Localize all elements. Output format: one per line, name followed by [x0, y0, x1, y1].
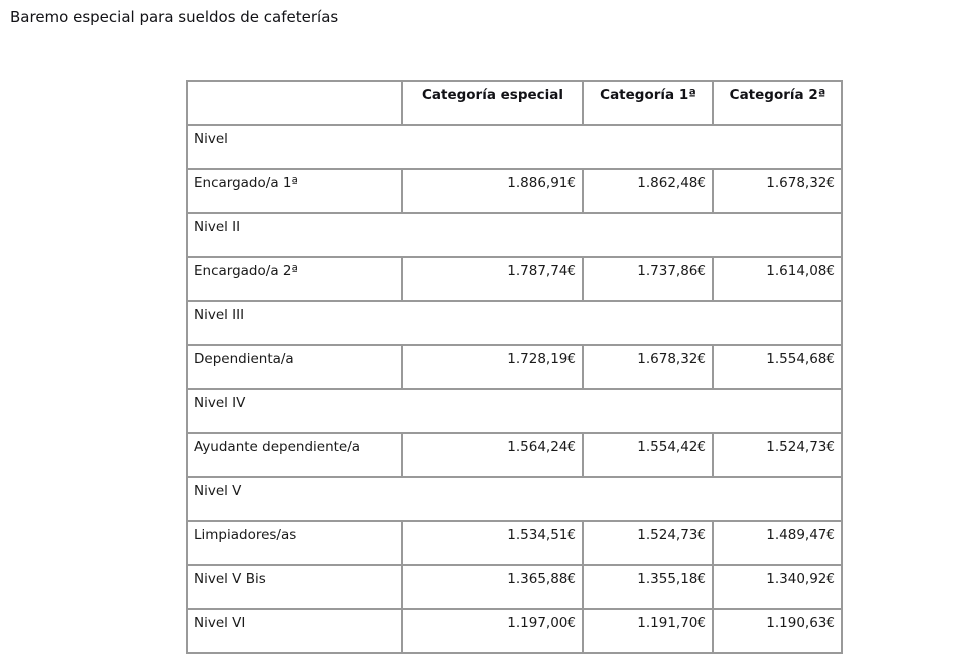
salary-value: 1.787,74€ — [401, 256, 584, 302]
section-label: Nivel V — [186, 476, 843, 522]
row-label: Ayudante dependiente/a — [186, 432, 403, 478]
header-cell-categoria-especial: Categoría especial — [401, 80, 584, 126]
salary-value: 1.737,86€ — [582, 256, 714, 302]
section-row: Nivel II — [186, 212, 843, 258]
table-row: Limpiadores/as 1.534,51€ 1.524,73€ 1.489,47… — [186, 520, 843, 566]
salary-value: 1.191,70€ — [582, 608, 714, 654]
table-row: Nivel V Bis 1.365,88€ 1.355,18€ 1.340,92€ — [186, 564, 843, 610]
table-row: Nivel VI 1.197,00€ 1.191,70€ 1.190,63€ — [186, 608, 843, 654]
section-label: Nivel IV — [186, 388, 843, 434]
salary-value: 1.365,88€ — [401, 564, 584, 610]
salary-value: 1.886,91€ — [401, 168, 584, 214]
header-row: Categoría especial Categoría 1ª Categorí… — [186, 80, 843, 126]
row-label: Encargado/a 1ª — [186, 168, 403, 214]
section-row: Nivel — [186, 124, 843, 170]
row-label: Nivel V Bis — [186, 564, 403, 610]
salary-value: 1.614,08€ — [712, 256, 843, 302]
row-label: Dependienta/a — [186, 344, 403, 390]
salary-value: 1.197,00€ — [401, 608, 584, 654]
section-row: Nivel III — [186, 300, 843, 346]
section-label: Nivel III — [186, 300, 843, 346]
salary-value: 1.678,32€ — [712, 168, 843, 214]
section-label: Nivel — [186, 124, 843, 170]
salary-value: 1.554,42€ — [582, 432, 714, 478]
section-label: Nivel II — [186, 212, 843, 258]
header-cell-categoria-2: Categoría 2ª — [712, 80, 843, 126]
salary-value: 1.355,18€ — [582, 564, 714, 610]
table-row: Encargado/a 1ª 1.886,91€ 1.862,48€ 1.678,32… — [186, 168, 843, 214]
salary-value: 1.862,48€ — [582, 168, 714, 214]
section-row: Nivel V — [186, 476, 843, 522]
salary-value: 1.564,24€ — [401, 432, 584, 478]
row-label: Encargado/a 2ª — [186, 256, 403, 302]
table-row: Encargado/a 2ª 1.787,74€ 1.737,86€ 1.614,08… — [186, 256, 843, 302]
table-row: Dependienta/a 1.728,19€ 1.678,32€ 1.554,68€ — [186, 344, 843, 390]
page-title: Baremo especial para sueldos de cafeterí… — [10, 8, 339, 26]
salary-value: 1.524,73€ — [582, 520, 714, 566]
salary-value: 1.340,92€ — [712, 564, 843, 610]
section-row: Nivel IV — [186, 388, 843, 434]
salary-table: Categoría especial Categoría 1ª Categorí… — [186, 80, 843, 654]
header-cell-empty — [186, 80, 403, 126]
row-label: Nivel VI — [186, 608, 403, 654]
salary-value: 1.489,47€ — [712, 520, 843, 566]
salary-value: 1.524,73€ — [712, 432, 843, 478]
salary-value: 1.190,63€ — [712, 608, 843, 654]
salary-value: 1.728,19€ — [401, 344, 584, 390]
table-row: Ayudante dependiente/a 1.564,24€ 1.554,42€… — [186, 432, 843, 478]
salary-value: 1.534,51€ — [401, 520, 584, 566]
salary-value: 1.554,68€ — [712, 344, 843, 390]
salary-value: 1.678,32€ — [582, 344, 714, 390]
header-cell-categoria-1: Categoría 1ª — [582, 80, 714, 126]
row-label: Limpiadores/as — [186, 520, 403, 566]
